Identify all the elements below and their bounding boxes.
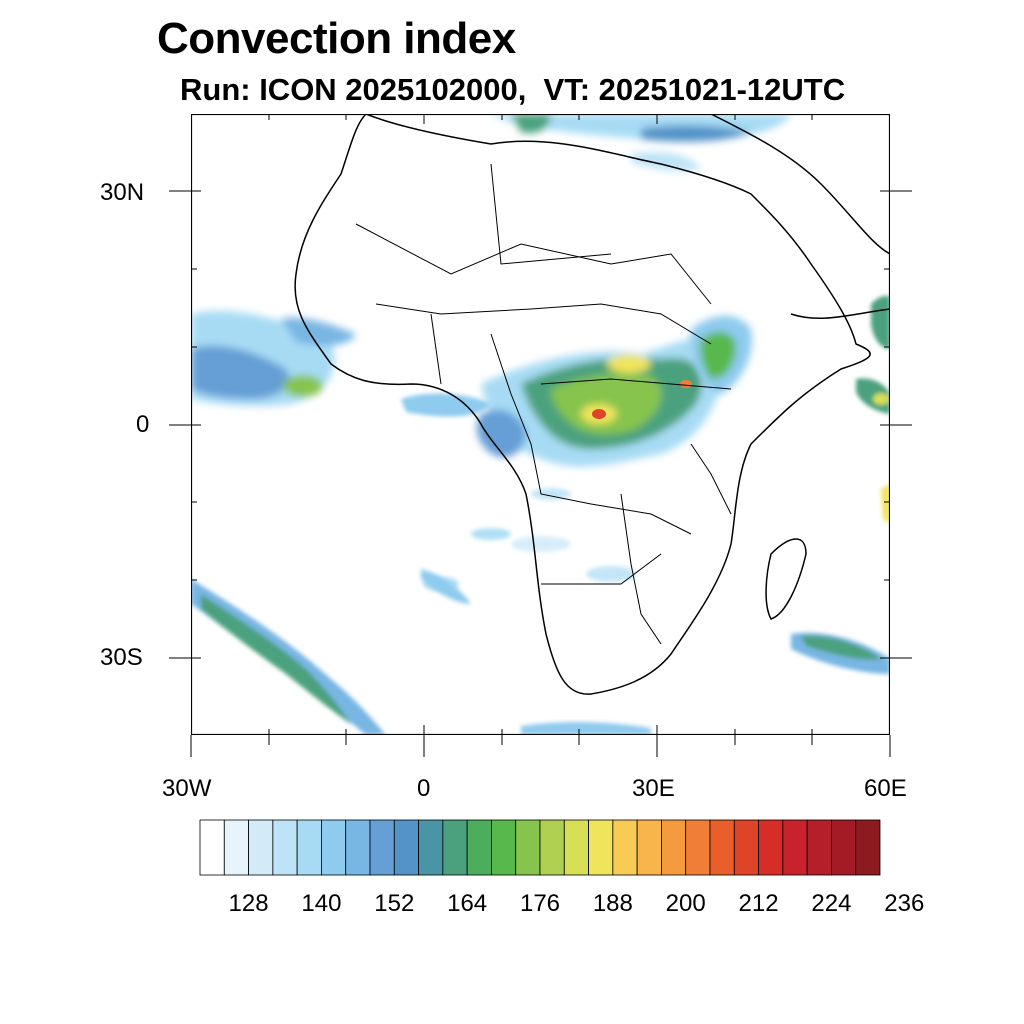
- country-borders: [355, 163, 732, 645]
- axis-ticks: [191, 114, 890, 735]
- colorbar-label: 152: [374, 890, 415, 917]
- colorbar-label: 200: [665, 890, 706, 917]
- colorbar-label: 176: [519, 890, 561, 917]
- central-africa-convection: [481, 334, 731, 467]
- run-subtitle: Run: ICON 2025102000, VT: 20251021-12UTC: [180, 72, 846, 107]
- map-plot: [191, 114, 890, 735]
- lat-label-30s: 30S: [100, 644, 143, 671]
- lon-label-30w: 30W: [162, 775, 212, 802]
- atlantic-streak: [421, 569, 471, 604]
- colorbar-label: 212: [738, 890, 779, 917]
- lon-label-60e: 60E: [864, 775, 907, 802]
- lat-label-0: 0: [136, 411, 150, 438]
- colorbar-label: 188: [592, 890, 633, 917]
- south-edge-band: [521, 721, 651, 735]
- lon-label-30e: 30E: [632, 775, 675, 802]
- coastlines: [294, 114, 890, 695]
- convection-field: [191, 114, 890, 735]
- ethiopia-convection: [691, 315, 752, 394]
- guinea-gulf-band: [401, 393, 491, 417]
- sw-indian-ocean-convection: [791, 484, 890, 674]
- west-africa-convection: [191, 310, 356, 407]
- colorbar-label: 164: [447, 890, 488, 917]
- south-atlantic-band: [191, 579, 386, 735]
- congo-coast-convection: [476, 410, 526, 458]
- lon-label-0: 0: [417, 775, 431, 802]
- colorbar-label: 128: [228, 890, 269, 917]
- map-title: Convection index: [157, 14, 516, 63]
- colorbar-label: 224: [811, 890, 852, 917]
- peak-central: [592, 409, 606, 419]
- mediterranean-band: [491, 114, 791, 172]
- lat-label-30n: 30N: [100, 179, 145, 206]
- colorbar-label: 140: [301, 890, 342, 917]
- colorbar-label: 236: [884, 890, 925, 917]
